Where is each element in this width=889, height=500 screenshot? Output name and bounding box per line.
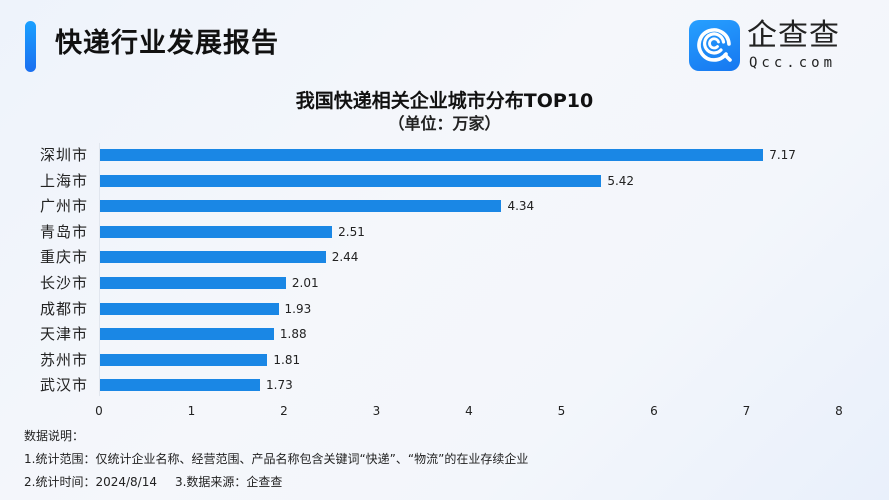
title-accent-bar xyxy=(25,21,36,72)
category-label: 成都市 xyxy=(39,299,88,318)
bar xyxy=(100,174,602,187)
x-tick-label: 0 xyxy=(95,404,103,418)
category-label: 天津市 xyxy=(39,325,88,344)
x-tick-label: 8 xyxy=(835,404,843,418)
data-notes: 数据说明： 1.统计范围：仅统计企业名称、经营范围、产品名称包含关键词“快递”、… xyxy=(24,425,528,494)
x-tick-label: 1 xyxy=(187,404,196,418)
chart-row: 苏州市 1.81 xyxy=(0,350,889,370)
x-tick-label: 6 xyxy=(650,404,658,418)
bar xyxy=(100,328,274,341)
x-tick-label: 4 xyxy=(465,404,473,418)
chart-row: 天津市 1.88 xyxy=(0,324,889,344)
chart-subtitle: （单位：万家） xyxy=(388,114,501,133)
value-label: 1.81 xyxy=(273,352,301,367)
logo-name-cn: 企查查 xyxy=(747,18,840,53)
value-label: 1.93 xyxy=(284,301,312,316)
chart-row: 成都市 1.93 xyxy=(0,299,889,319)
bar xyxy=(100,302,279,315)
x-tick-label: 7 xyxy=(742,404,751,418)
logo-name-en: Qcc.com xyxy=(749,55,837,71)
chart-row: 上海市 5.42 xyxy=(0,171,889,191)
x-tick-label: 5 xyxy=(557,404,566,418)
bar xyxy=(100,225,333,238)
report-title: 快递行业发展报告 xyxy=(55,28,279,59)
category-label: 苏州市 xyxy=(39,350,88,369)
bar xyxy=(100,353,268,366)
notes-scope: 1.统计范围：仅统计企业名称、经营范围、产品名称包含关键词“快递”、“物流”的在… xyxy=(24,452,529,466)
value-label: 4.34 xyxy=(507,199,535,214)
notes-time-source: 2.统计时间：2024/8/14 3.数据来源：企查查 xyxy=(24,471,528,494)
qcc-logo-icon xyxy=(689,20,740,71)
value-label: 5.42 xyxy=(607,173,635,188)
qcc-logo: 企查查 Qcc.com xyxy=(689,18,859,72)
chart-row: 武汉市 1.73 xyxy=(0,375,889,395)
bar xyxy=(100,200,502,213)
chart-row: 广州市 4.34 xyxy=(0,196,889,216)
category-label: 武汉市 xyxy=(39,376,88,395)
category-label: 上海市 xyxy=(39,171,88,190)
category-label: 长沙市 xyxy=(39,274,88,292)
chart-row: 深圳市 7.17 xyxy=(0,145,889,165)
notes-heading: 数据说明： xyxy=(24,429,85,443)
value-label: 1.88 xyxy=(279,327,307,342)
value-label: 2.01 xyxy=(291,276,319,290)
chart-row: 青岛市 2.51 xyxy=(0,222,889,242)
category-label: 青岛市 xyxy=(39,222,88,241)
notes-time: 2.统计时间：2024/8/14 xyxy=(24,475,157,489)
chart-row: 重庆市 2.44 xyxy=(0,247,889,267)
category-label: 重庆市 xyxy=(39,248,88,267)
chart-title: 我国快递相关企业城市分布TOP10 xyxy=(295,90,594,112)
value-label: 2.44 xyxy=(331,250,359,265)
category-label: 深圳市 xyxy=(39,146,88,164)
x-tick-label: 3 xyxy=(372,404,381,418)
bar xyxy=(100,149,764,161)
bar xyxy=(100,277,286,289)
x-tick-label: 2 xyxy=(280,404,288,418)
chart-row: 长沙市 2.01 xyxy=(0,273,889,293)
value-label: 1.73 xyxy=(266,378,293,393)
category-label: 广州市 xyxy=(39,197,88,216)
bar xyxy=(100,379,261,392)
value-label: 2.51 xyxy=(338,224,365,239)
y-axis-line xyxy=(99,143,100,396)
bar xyxy=(100,251,326,264)
value-label: 7.17 xyxy=(769,148,796,162)
notes-source: 3.数据来源：企查查 xyxy=(174,475,283,489)
